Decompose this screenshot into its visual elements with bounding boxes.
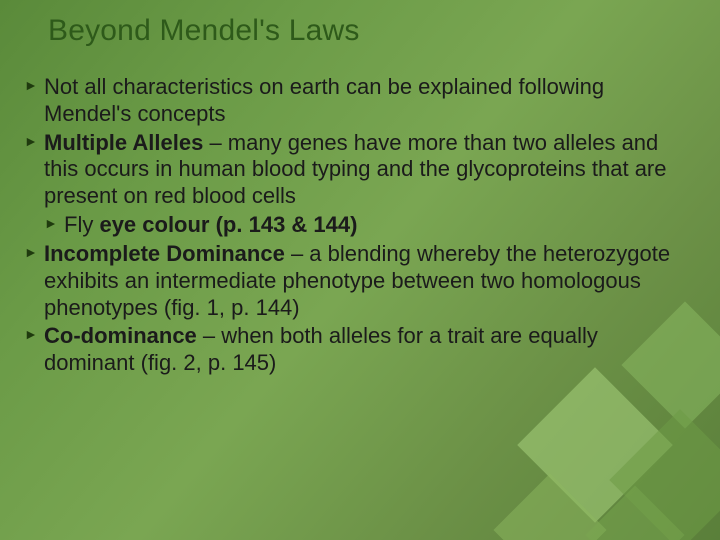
bullet-term: Multiple Alleles xyxy=(44,130,203,155)
bullet-term: Incomplete Dominance xyxy=(44,241,285,266)
bullet-item: Multiple Alleles – many genes have more … xyxy=(24,130,694,210)
bullet-item: Incomplete Dominance – a blending whereb… xyxy=(24,241,694,321)
bullet-item: Co-dominance – when both alleles for a t… xyxy=(24,323,694,377)
sub-bullet-item: Fly eye colour (p. 143 & 144) xyxy=(24,212,694,239)
sub-bullet-pre: Fly xyxy=(64,212,99,237)
sub-bullet-bold: eye colour (p. 143 & 144) xyxy=(99,212,357,237)
bullet-text: Not all characteristics on earth can be … xyxy=(44,74,604,126)
slide: Beyond Mendel's Laws Not all characteris… xyxy=(0,0,720,540)
slide-body: Not all characteristics on earth can be … xyxy=(24,74,694,379)
bullet-item: Not all characteristics on earth can be … xyxy=(24,74,694,128)
bullet-term: Co-dominance xyxy=(44,323,197,348)
slide-title: Beyond Mendel's Laws xyxy=(48,14,360,48)
